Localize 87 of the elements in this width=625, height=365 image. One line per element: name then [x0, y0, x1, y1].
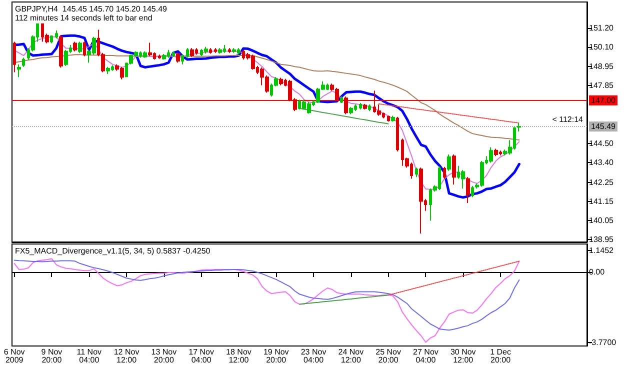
- candlestick: [176, 52, 180, 64]
- candlestick: [158, 54, 161, 60]
- candlestick: [494, 148, 498, 157]
- candlestick: [419, 167, 423, 234]
- x-tick-label: 13 Nov 20:00: [151, 348, 177, 364]
- x-tick-label: 25 Nov 20:00: [376, 348, 401, 364]
- candlestick: [452, 154, 456, 186]
- candlestick: [55, 30, 58, 39]
- y-tick-label: 151.20: [589, 23, 614, 32]
- candlestick: [106, 66, 110, 74]
- y-tick-label: 143.40: [589, 158, 614, 168]
- x-tick-label: 23 Nov 04:00: [300, 348, 326, 364]
- candlestick: [190, 48, 194, 58]
- x-tick-label: 19 Nov 20:00: [263, 348, 289, 364]
- y-tick-label: 1.1452: [589, 246, 614, 256]
- y-tick-label: 147.85: [589, 81, 614, 90]
- candlestick: [461, 170, 465, 189]
- x-tick-label: 18 Nov 12:00: [226, 348, 252, 364]
- line-series: [14, 258, 520, 343]
- y-tick-label: 0.00: [589, 267, 606, 276]
- candlestick: [415, 167, 418, 178]
- y-tick-label: 150.10: [589, 42, 614, 52]
- candlestick: [50, 34, 53, 44]
- x-tick-label: 9 Nov 20:00: [41, 348, 62, 364]
- line-series: [299, 108, 389, 124]
- text: 112 minutes 14 seconds left to bar end: [15, 14, 152, 22]
- candlestick: [162, 53, 166, 60]
- y-tick-label: 148.95: [589, 62, 614, 72]
- candlestick: [73, 41, 77, 52]
- candlestick: [359, 102, 362, 110]
- chart-title: GBPJPY,H4 145.45 145.70 145.20 145.49: [15, 4, 168, 14]
- line-series: [299, 294, 389, 305]
- x-tick-label: 6 Nov 2009: [4, 348, 25, 364]
- ref-line-label: 145.49: [591, 122, 616, 131]
- candlestick: [59, 34, 63, 68]
- candlestick: [368, 104, 371, 112]
- x-tick-label: 11 Nov 04:00: [76, 348, 102, 364]
- candlestick: [17, 64, 21, 78]
- x-tick-label: 1 Dec 20:00: [490, 348, 512, 364]
- annotation: < 112:14: [552, 114, 584, 124]
- candlestick: [148, 42, 152, 57]
- candlestick: [78, 41, 82, 54]
- candlestick: [143, 50, 147, 58]
- line-series: [14, 54, 520, 140]
- x-tick-label: 12 Nov 12:00: [114, 348, 140, 364]
- x-tick-label: 27 Nov 04:00: [413, 348, 438, 364]
- candlestick: [340, 96, 343, 104]
- y-tick-label: -3.7700: [589, 338, 617, 347]
- candlestick: [447, 154, 451, 172]
- y-tick-label: 142.25: [589, 178, 614, 187]
- candlestick: [22, 57, 25, 68]
- candlestick: [517, 122, 521, 132]
- y-tick-label: 138.95: [589, 234, 614, 244]
- candlestick: [349, 106, 353, 115]
- line-series: [14, 260, 520, 331]
- candlestick: [344, 96, 348, 115]
- chart-title: FX5_MACD_Divergence_v1.1(5, 34, 5) 0.5837 -0.4250: [15, 246, 211, 256]
- candlestick: [13, 41, 16, 73]
- line-series: [388, 260, 520, 296]
- candlestick: [172, 50, 175, 58]
- candlestick: [387, 115, 390, 122]
- y-tick-label: 140.05: [589, 216, 614, 225]
- candlestick: [186, 48, 189, 58]
- y-tick-label: 144.50: [589, 139, 614, 148]
- candlestick: [218, 48, 222, 54]
- ref-line-label: 147.00: [591, 96, 616, 105]
- candlestick: [443, 166, 446, 180]
- candlestick: [214, 48, 217, 54]
- candlestick: [396, 116, 399, 152]
- candlestick: [64, 49, 68, 66]
- candlestick: [363, 103, 367, 110]
- candlestick: [391, 115, 395, 122]
- x-tick-label: 24 Nov 12:00: [338, 348, 364, 364]
- candlestick: [209, 48, 212, 54]
- candlestick: [279, 77, 283, 86]
- x-tick-label: 17 Nov 04:00: [188, 348, 214, 364]
- line-series: [378, 103, 520, 124]
- candlestick: [228, 48, 231, 54]
- candlestick: [232, 48, 236, 54]
- y-tick-label: 141.15: [589, 196, 614, 206]
- candlestick: [466, 176, 470, 204]
- candlestick: [204, 46, 208, 54]
- candlestick: [471, 186, 474, 198]
- candlestick: [181, 54, 184, 65]
- candlestick: [489, 146, 493, 164]
- candlestick: [83, 41, 86, 57]
- x-tick-label: 30 Nov 12:00: [450, 348, 476, 364]
